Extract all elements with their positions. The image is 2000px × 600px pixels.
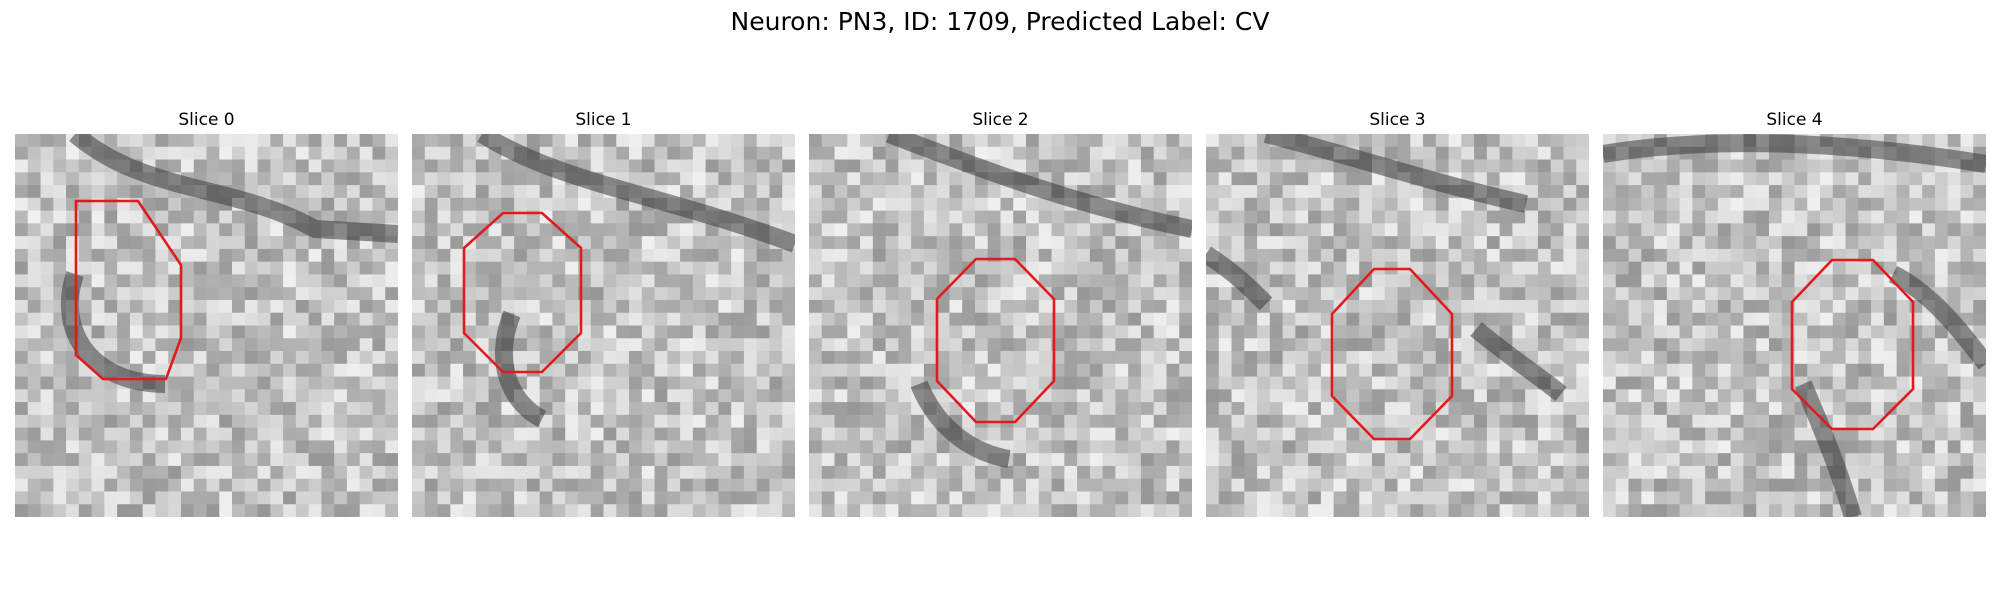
vesicle-outline [935, 257, 1056, 424]
slice-image [809, 134, 1192, 517]
slice-panel-4: Slice 4 [1603, 108, 1986, 522]
membrane-band [1263, 134, 1528, 213]
figure-title: Neuron: PN3, ID: 1709, Predicted Label: … [730, 7, 1270, 36]
membrane-band [1470, 322, 1567, 402]
membrane-band [69, 134, 398, 243]
membrane-band [1888, 265, 1986, 370]
slice-image [1206, 134, 1589, 517]
membrane-band [910, 380, 1011, 468]
vesicle-outline [1790, 258, 1915, 431]
membrane-band [1603, 134, 1986, 173]
membrane-band [60, 271, 166, 393]
membrane-band [1206, 246, 1273, 311]
membrane-band [477, 134, 795, 253]
slice-title: Slice 3 [1369, 110, 1426, 130]
slice-title: Slice 0 [178, 110, 235, 130]
slice-panel-3: Slice 3 [1206, 108, 1589, 522]
slice-image [1603, 134, 1986, 517]
vesicle-outline [74, 199, 183, 381]
membrane-band [495, 310, 547, 428]
vesicle-outline [1330, 267, 1454, 441]
slice-panel-1: Slice 1 [412, 108, 795, 522]
membrane-band [885, 134, 1192, 238]
slice-image [15, 134, 398, 517]
slice-panel-0: Slice 0 [15, 108, 398, 522]
vesicle-outline [462, 211, 583, 374]
slice-title: Slice 2 [972, 110, 1029, 130]
slice-image [412, 134, 795, 517]
membrane-band [1794, 380, 1862, 517]
slice-panel-2: Slice 2 [809, 108, 1192, 522]
slice-title: Slice 4 [1766, 110, 1823, 130]
slice-title: Slice 1 [575, 110, 632, 130]
